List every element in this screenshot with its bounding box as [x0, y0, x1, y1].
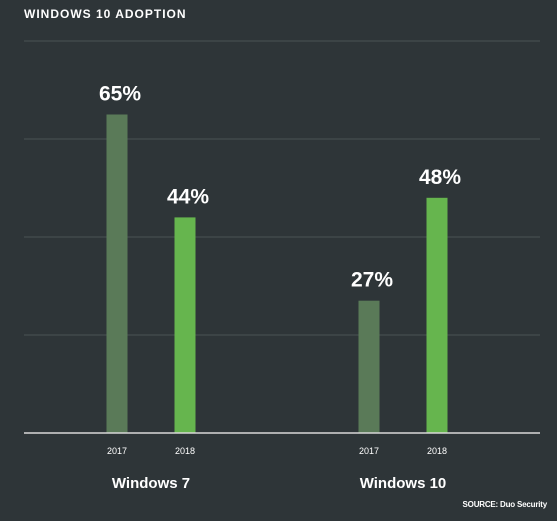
data-label: 27% [351, 269, 393, 292]
data-label: 44% [167, 185, 209, 208]
source-note: SOURCE: Duo Security [462, 500, 548, 509]
group-label: Windows 10 [360, 475, 447, 492]
group-label: Windows 7 [112, 475, 190, 492]
data-label: 48% [419, 166, 461, 189]
bar [174, 217, 196, 433]
bar [106, 114, 128, 433]
data-label: 65% [99, 83, 141, 106]
tick-label: 2018 [427, 446, 447, 456]
chart-title: WINDOWS 10 ADOPTION [24, 7, 187, 21]
bar [358, 300, 380, 433]
bar [426, 197, 448, 433]
tick-label: 2017 [107, 446, 127, 456]
tick-label: 2018 [175, 446, 195, 456]
tick-label: 2017 [359, 446, 379, 456]
